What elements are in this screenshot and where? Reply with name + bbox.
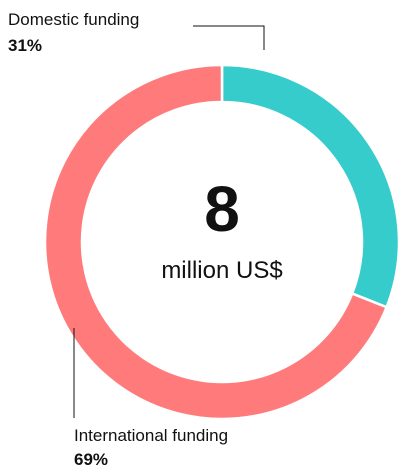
center-total-unit: million US$: [161, 257, 283, 284]
legend-label-international: International funding: [74, 426, 229, 445]
leader-line-domestic: [193, 25, 265, 50]
legend-percent-international: 69%: [74, 450, 109, 469]
legend-label-domestic: Domestic funding: [8, 10, 140, 29]
legend-percent-domestic: 31%: [8, 36, 43, 55]
center-total-value: 8: [204, 173, 240, 245]
donut-slice-international: [43, 63, 389, 421]
